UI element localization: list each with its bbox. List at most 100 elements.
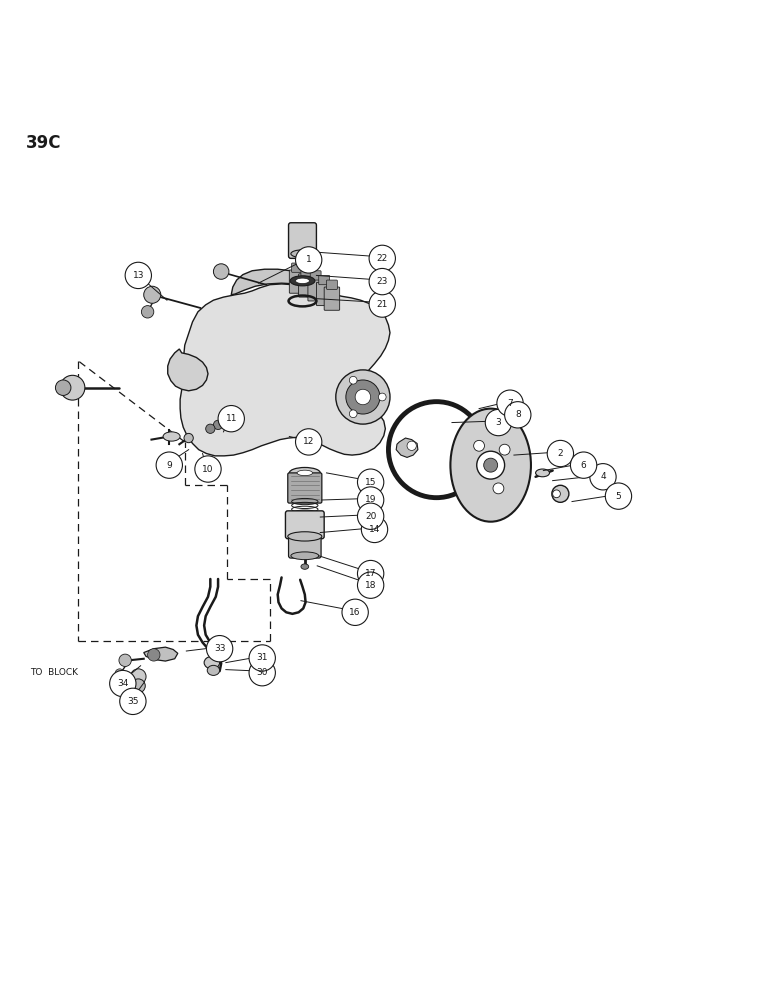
Circle shape bbox=[357, 572, 384, 598]
Circle shape bbox=[361, 516, 388, 543]
Text: 13: 13 bbox=[133, 271, 144, 280]
Circle shape bbox=[493, 483, 504, 494]
Circle shape bbox=[499, 444, 510, 455]
Circle shape bbox=[141, 306, 154, 318]
Text: 21: 21 bbox=[377, 300, 388, 309]
FancyBboxPatch shape bbox=[308, 278, 324, 301]
Text: 22: 22 bbox=[377, 254, 388, 263]
Circle shape bbox=[131, 679, 145, 693]
Text: 10: 10 bbox=[202, 465, 214, 474]
Circle shape bbox=[55, 380, 71, 395]
FancyBboxPatch shape bbox=[288, 473, 322, 503]
Text: 18: 18 bbox=[365, 581, 377, 590]
Polygon shape bbox=[396, 438, 418, 457]
Circle shape bbox=[485, 409, 512, 436]
Text: 2: 2 bbox=[558, 449, 563, 458]
Polygon shape bbox=[168, 349, 208, 391]
Text: 12: 12 bbox=[303, 437, 314, 446]
Text: 34: 34 bbox=[117, 679, 129, 688]
Text: 11: 11 bbox=[225, 414, 237, 423]
Text: 3: 3 bbox=[495, 418, 502, 427]
Circle shape bbox=[548, 440, 573, 467]
Circle shape bbox=[249, 645, 275, 671]
Circle shape bbox=[484, 458, 498, 472]
Circle shape bbox=[156, 452, 183, 478]
Circle shape bbox=[60, 375, 85, 400]
Circle shape bbox=[407, 441, 417, 450]
Text: 23: 23 bbox=[377, 277, 388, 286]
FancyBboxPatch shape bbox=[310, 271, 321, 280]
Text: 16: 16 bbox=[349, 608, 361, 617]
Circle shape bbox=[357, 469, 384, 495]
Ellipse shape bbox=[204, 656, 220, 669]
Text: 33: 33 bbox=[214, 644, 225, 653]
Circle shape bbox=[110, 670, 136, 697]
Ellipse shape bbox=[290, 276, 315, 286]
Ellipse shape bbox=[301, 564, 309, 569]
Circle shape bbox=[342, 599, 368, 625]
Circle shape bbox=[355, 389, 370, 405]
Text: 39C: 39C bbox=[26, 134, 62, 152]
Text: TO  BLOCK: TO BLOCK bbox=[30, 668, 78, 677]
Circle shape bbox=[119, 688, 146, 715]
Circle shape bbox=[369, 291, 395, 317]
FancyBboxPatch shape bbox=[301, 267, 312, 276]
Circle shape bbox=[590, 464, 616, 490]
Circle shape bbox=[115, 669, 124, 678]
Circle shape bbox=[369, 268, 395, 295]
FancyBboxPatch shape bbox=[289, 536, 321, 558]
Text: 5: 5 bbox=[615, 492, 622, 501]
Circle shape bbox=[249, 660, 275, 686]
Polygon shape bbox=[231, 269, 328, 295]
Circle shape bbox=[477, 451, 505, 479]
Text: 8: 8 bbox=[515, 410, 521, 419]
Text: 14: 14 bbox=[369, 525, 380, 534]
Circle shape bbox=[119, 654, 131, 667]
Circle shape bbox=[369, 245, 395, 272]
Circle shape bbox=[349, 410, 357, 418]
Circle shape bbox=[214, 420, 223, 430]
Circle shape bbox=[147, 649, 160, 661]
Circle shape bbox=[570, 452, 597, 478]
FancyBboxPatch shape bbox=[327, 280, 337, 289]
Circle shape bbox=[473, 440, 484, 451]
Ellipse shape bbox=[289, 467, 321, 478]
Circle shape bbox=[357, 503, 384, 529]
Text: 9: 9 bbox=[166, 461, 172, 470]
Circle shape bbox=[296, 429, 322, 455]
Text: 4: 4 bbox=[600, 472, 606, 481]
Circle shape bbox=[357, 487, 384, 513]
Text: 15: 15 bbox=[365, 478, 377, 487]
Circle shape bbox=[605, 483, 632, 509]
Polygon shape bbox=[180, 284, 390, 456]
Text: 30: 30 bbox=[257, 668, 268, 677]
FancyBboxPatch shape bbox=[285, 511, 324, 539]
Ellipse shape bbox=[552, 485, 569, 502]
Circle shape bbox=[378, 393, 386, 401]
Ellipse shape bbox=[296, 278, 310, 284]
Circle shape bbox=[296, 247, 322, 273]
Circle shape bbox=[207, 636, 232, 662]
Ellipse shape bbox=[335, 370, 390, 424]
FancyBboxPatch shape bbox=[289, 270, 305, 293]
FancyBboxPatch shape bbox=[319, 275, 330, 285]
Text: 19: 19 bbox=[365, 495, 377, 504]
Circle shape bbox=[346, 380, 380, 414]
Circle shape bbox=[195, 456, 222, 482]
Ellipse shape bbox=[297, 470, 313, 476]
Text: 31: 31 bbox=[257, 653, 268, 662]
Ellipse shape bbox=[291, 552, 319, 560]
Ellipse shape bbox=[450, 409, 531, 522]
Circle shape bbox=[505, 402, 531, 428]
FancyBboxPatch shape bbox=[289, 223, 317, 258]
Ellipse shape bbox=[163, 432, 180, 441]
Ellipse shape bbox=[184, 433, 193, 443]
Circle shape bbox=[214, 264, 229, 279]
Circle shape bbox=[349, 376, 357, 384]
Ellipse shape bbox=[536, 469, 550, 477]
Ellipse shape bbox=[553, 490, 560, 498]
Ellipse shape bbox=[288, 532, 322, 541]
FancyBboxPatch shape bbox=[299, 274, 314, 297]
Circle shape bbox=[357, 560, 384, 587]
Circle shape bbox=[218, 406, 244, 432]
